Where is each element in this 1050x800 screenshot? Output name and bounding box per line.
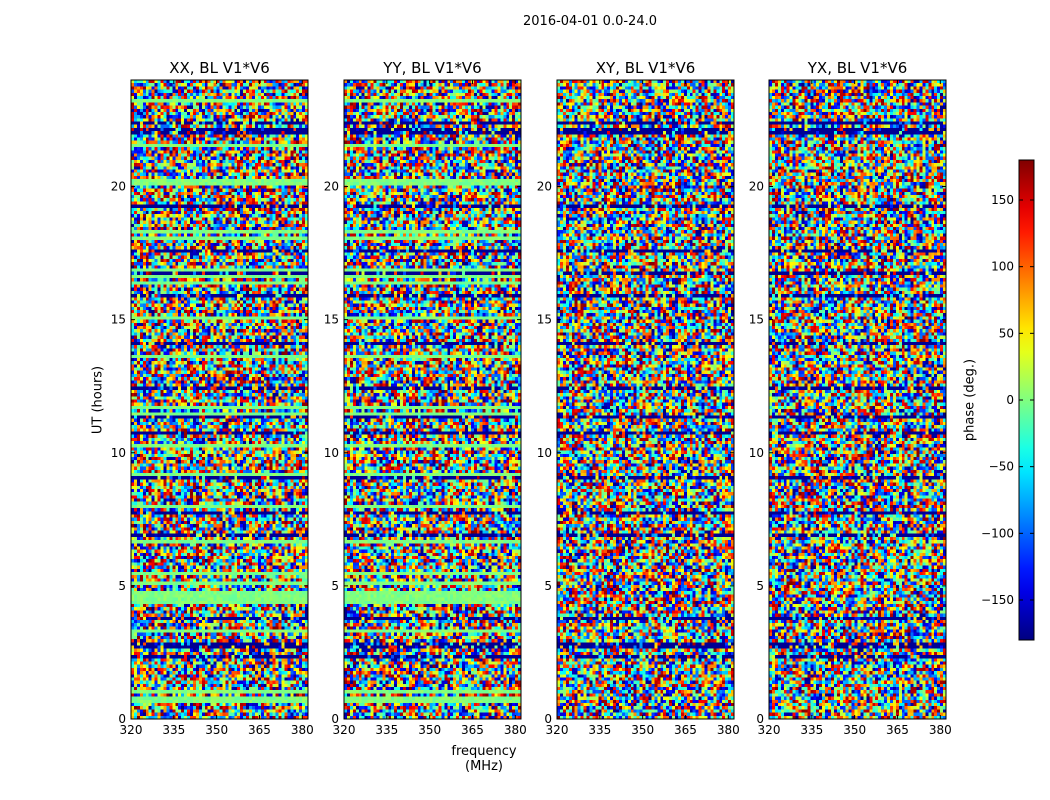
- y-tick-label: 20: [537, 180, 552, 194]
- plot-frame-4: [768, 79, 947, 720]
- panel-title-3: XY, BL V1*V6: [596, 59, 696, 77]
- y-tick-label: 5: [331, 579, 339, 593]
- x-tick-label: 320: [333, 723, 356, 737]
- y-tick-label: 5: [544, 579, 552, 593]
- x-tick-label: 335: [588, 723, 611, 737]
- y-tick-label: 10: [749, 446, 764, 460]
- y-tick-label: 20: [324, 180, 339, 194]
- y-tick-label: 5: [756, 579, 764, 593]
- plot-frame-3: [556, 79, 735, 720]
- panel-title-4: YX, BL V1*V6: [807, 59, 908, 77]
- y-tick-label: 0: [544, 712, 552, 726]
- colorbar-tick-label: 50: [999, 326, 1014, 340]
- x-axis-label: frequency (MHz): [451, 744, 517, 774]
- x-tick-label: 350: [418, 723, 441, 737]
- x-tick-label: 350: [205, 723, 228, 737]
- x-tick-label: 350: [631, 723, 654, 737]
- x-tick-label: 350: [843, 723, 866, 737]
- y-tick-label: 10: [537, 446, 552, 460]
- x-tick-label: 365: [461, 723, 484, 737]
- phase-heatmap-3: [557, 80, 734, 719]
- x-tick-label: 335: [375, 723, 398, 737]
- phase-heatmap-1: [131, 80, 308, 719]
- colorbar-tick-label: 0: [1006, 393, 1014, 407]
- plot-frame-1: [130, 79, 309, 720]
- panel-3: XY, BL V1*V6 320 335 350 365 380 0 5 10 15 20: [537, 59, 740, 737]
- y-tick-label: 20: [749, 180, 764, 194]
- plot-frame-2: [343, 79, 522, 720]
- x-tick-label: 365: [886, 723, 909, 737]
- x-tick-label: 380: [291, 723, 314, 737]
- colorbar-tick-label: −50: [989, 460, 1014, 474]
- y-tick-label: 15: [749, 313, 764, 327]
- y-tick-label: 15: [537, 313, 552, 327]
- y-tick-label: 5: [118, 579, 126, 593]
- colorbar-tick-label: 100: [991, 260, 1014, 274]
- y-tick-label: 10: [111, 446, 126, 460]
- x-tick-label: 380: [717, 723, 740, 737]
- y-tick-label: 15: [111, 313, 126, 327]
- x-tick-label: 365: [248, 723, 271, 737]
- colorbar-tick-label: −150: [981, 593, 1014, 607]
- y-tick-label: 0: [756, 712, 764, 726]
- figure-title: 2016-04-01 0.0-24.0: [523, 14, 657, 29]
- x-tick-label: 335: [800, 723, 823, 737]
- panel-4: YX, BL V1*V6 320 335 350 365 380 0 5 10 15 20: [749, 59, 952, 737]
- panel-title-2: YY, BL V1*V6: [382, 59, 481, 77]
- colorbar-tick-label: −100: [981, 526, 1014, 540]
- y-tick-label: 10: [324, 446, 339, 460]
- phase-heatmap-2: [344, 80, 521, 719]
- y-tick-label: 20: [111, 180, 126, 194]
- panel-2: YY, BL V1*V6 320 335 350 365 380 0 5 10 15 20: [324, 59, 527, 737]
- x-tick-label: 335: [162, 723, 185, 737]
- panel-title-1: XX, BL V1*V6: [169, 59, 270, 77]
- x-tick-label: 380: [929, 723, 952, 737]
- colorbar-label: phase (deg.): [962, 358, 978, 442]
- colorbar-tick-label: 150: [991, 193, 1014, 207]
- x-tick-label: 320: [546, 723, 569, 737]
- phase-heatmap-4: [769, 80, 946, 719]
- y-tick-label: 15: [324, 313, 339, 327]
- x-tick-label: 380: [504, 723, 527, 737]
- y-tick-label: 0: [118, 712, 126, 726]
- x-tick-label: 320: [758, 723, 781, 737]
- panel-1: XX, BL V1*V6 320 335 350 365 380 0 5 10 15 20: [111, 59, 314, 737]
- y-tick-label: 0: [331, 712, 339, 726]
- colorbar: −150 −100 −50 0 50 100 150: [981, 159, 1035, 641]
- x-tick-label: 365: [674, 723, 697, 737]
- y-axis-label: UT (hours): [90, 365, 106, 435]
- x-tick-label: 320: [120, 723, 143, 737]
